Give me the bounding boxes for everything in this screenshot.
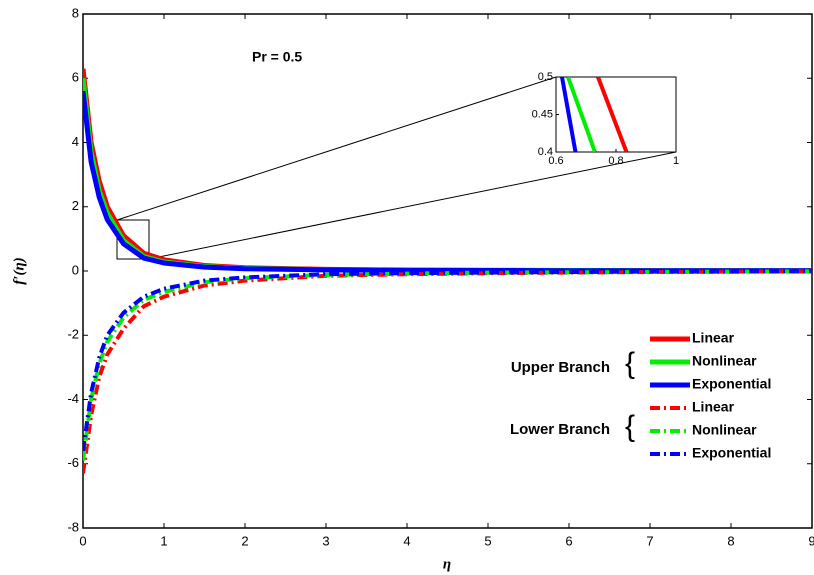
inset-line (560, 77, 578, 152)
x-tick-label: 3 (322, 533, 329, 548)
zoom-box (116, 219, 150, 260)
series-line (83, 269, 812, 452)
y-tick-label: -8 (67, 519, 79, 534)
legend-label: Exponential (692, 376, 771, 392)
x-tick-label: 5 (484, 533, 491, 548)
y-tick-label: 0 (72, 262, 79, 277)
x-tick-label: 2 (241, 533, 248, 548)
annotation: Pr = 0.5 (252, 49, 302, 65)
y-axis-label: f′(η) (11, 257, 27, 284)
x-tick-label: 6 (565, 533, 572, 548)
x-axis-label: η (443, 556, 451, 572)
inset-x-tick-label: 0.6 (548, 155, 563, 167)
x-tick-label: 0 (79, 533, 86, 548)
x-tick-label: 9 (808, 533, 814, 548)
zoom-connector (116, 76, 557, 221)
inset-frame (555, 76, 677, 153)
legend-label: Nonlinear (692, 422, 757, 438)
legend-label: Nonlinear (692, 353, 757, 369)
inset-x-tick-label: 0.8 (608, 155, 623, 167)
legend-label: Linear (692, 399, 735, 415)
zoom-connector (148, 151, 677, 260)
inset-y-tick-label: 0.5 (538, 71, 553, 83)
legend-group: Lower Branch (510, 421, 610, 438)
series-line (83, 269, 812, 474)
legend-label: Exponential (692, 445, 771, 461)
y-tick-label: 2 (72, 198, 79, 213)
y-tick-label: 4 (72, 134, 79, 149)
y-tick-label: 6 (72, 70, 79, 85)
x-tick-label: 1 (160, 533, 167, 548)
inset-y-tick-label: 0.4 (538, 146, 553, 158)
series-line (83, 90, 812, 274)
y-tick-label: -2 (67, 327, 79, 342)
inset-y-tick-label: 0.45 (532, 108, 553, 120)
inset-x-tick-label: 1 (673, 155, 679, 167)
legend-group: Upper Branch (511, 359, 610, 376)
x-tick-label: 4 (403, 533, 410, 548)
series-line (83, 68, 812, 274)
series-line (83, 78, 812, 274)
y-tick-label: 8 (72, 5, 79, 20)
legend-label: Linear (692, 330, 735, 346)
y-tick-label: -4 (67, 391, 79, 406)
brace: { (625, 410, 635, 443)
brace: { (625, 347, 635, 380)
inset-line (596, 77, 629, 152)
y-tick-label: -6 (67, 455, 79, 470)
inset-line (566, 77, 597, 152)
x-tick-label: 8 (727, 533, 734, 548)
x-tick-label: 7 (646, 533, 653, 548)
